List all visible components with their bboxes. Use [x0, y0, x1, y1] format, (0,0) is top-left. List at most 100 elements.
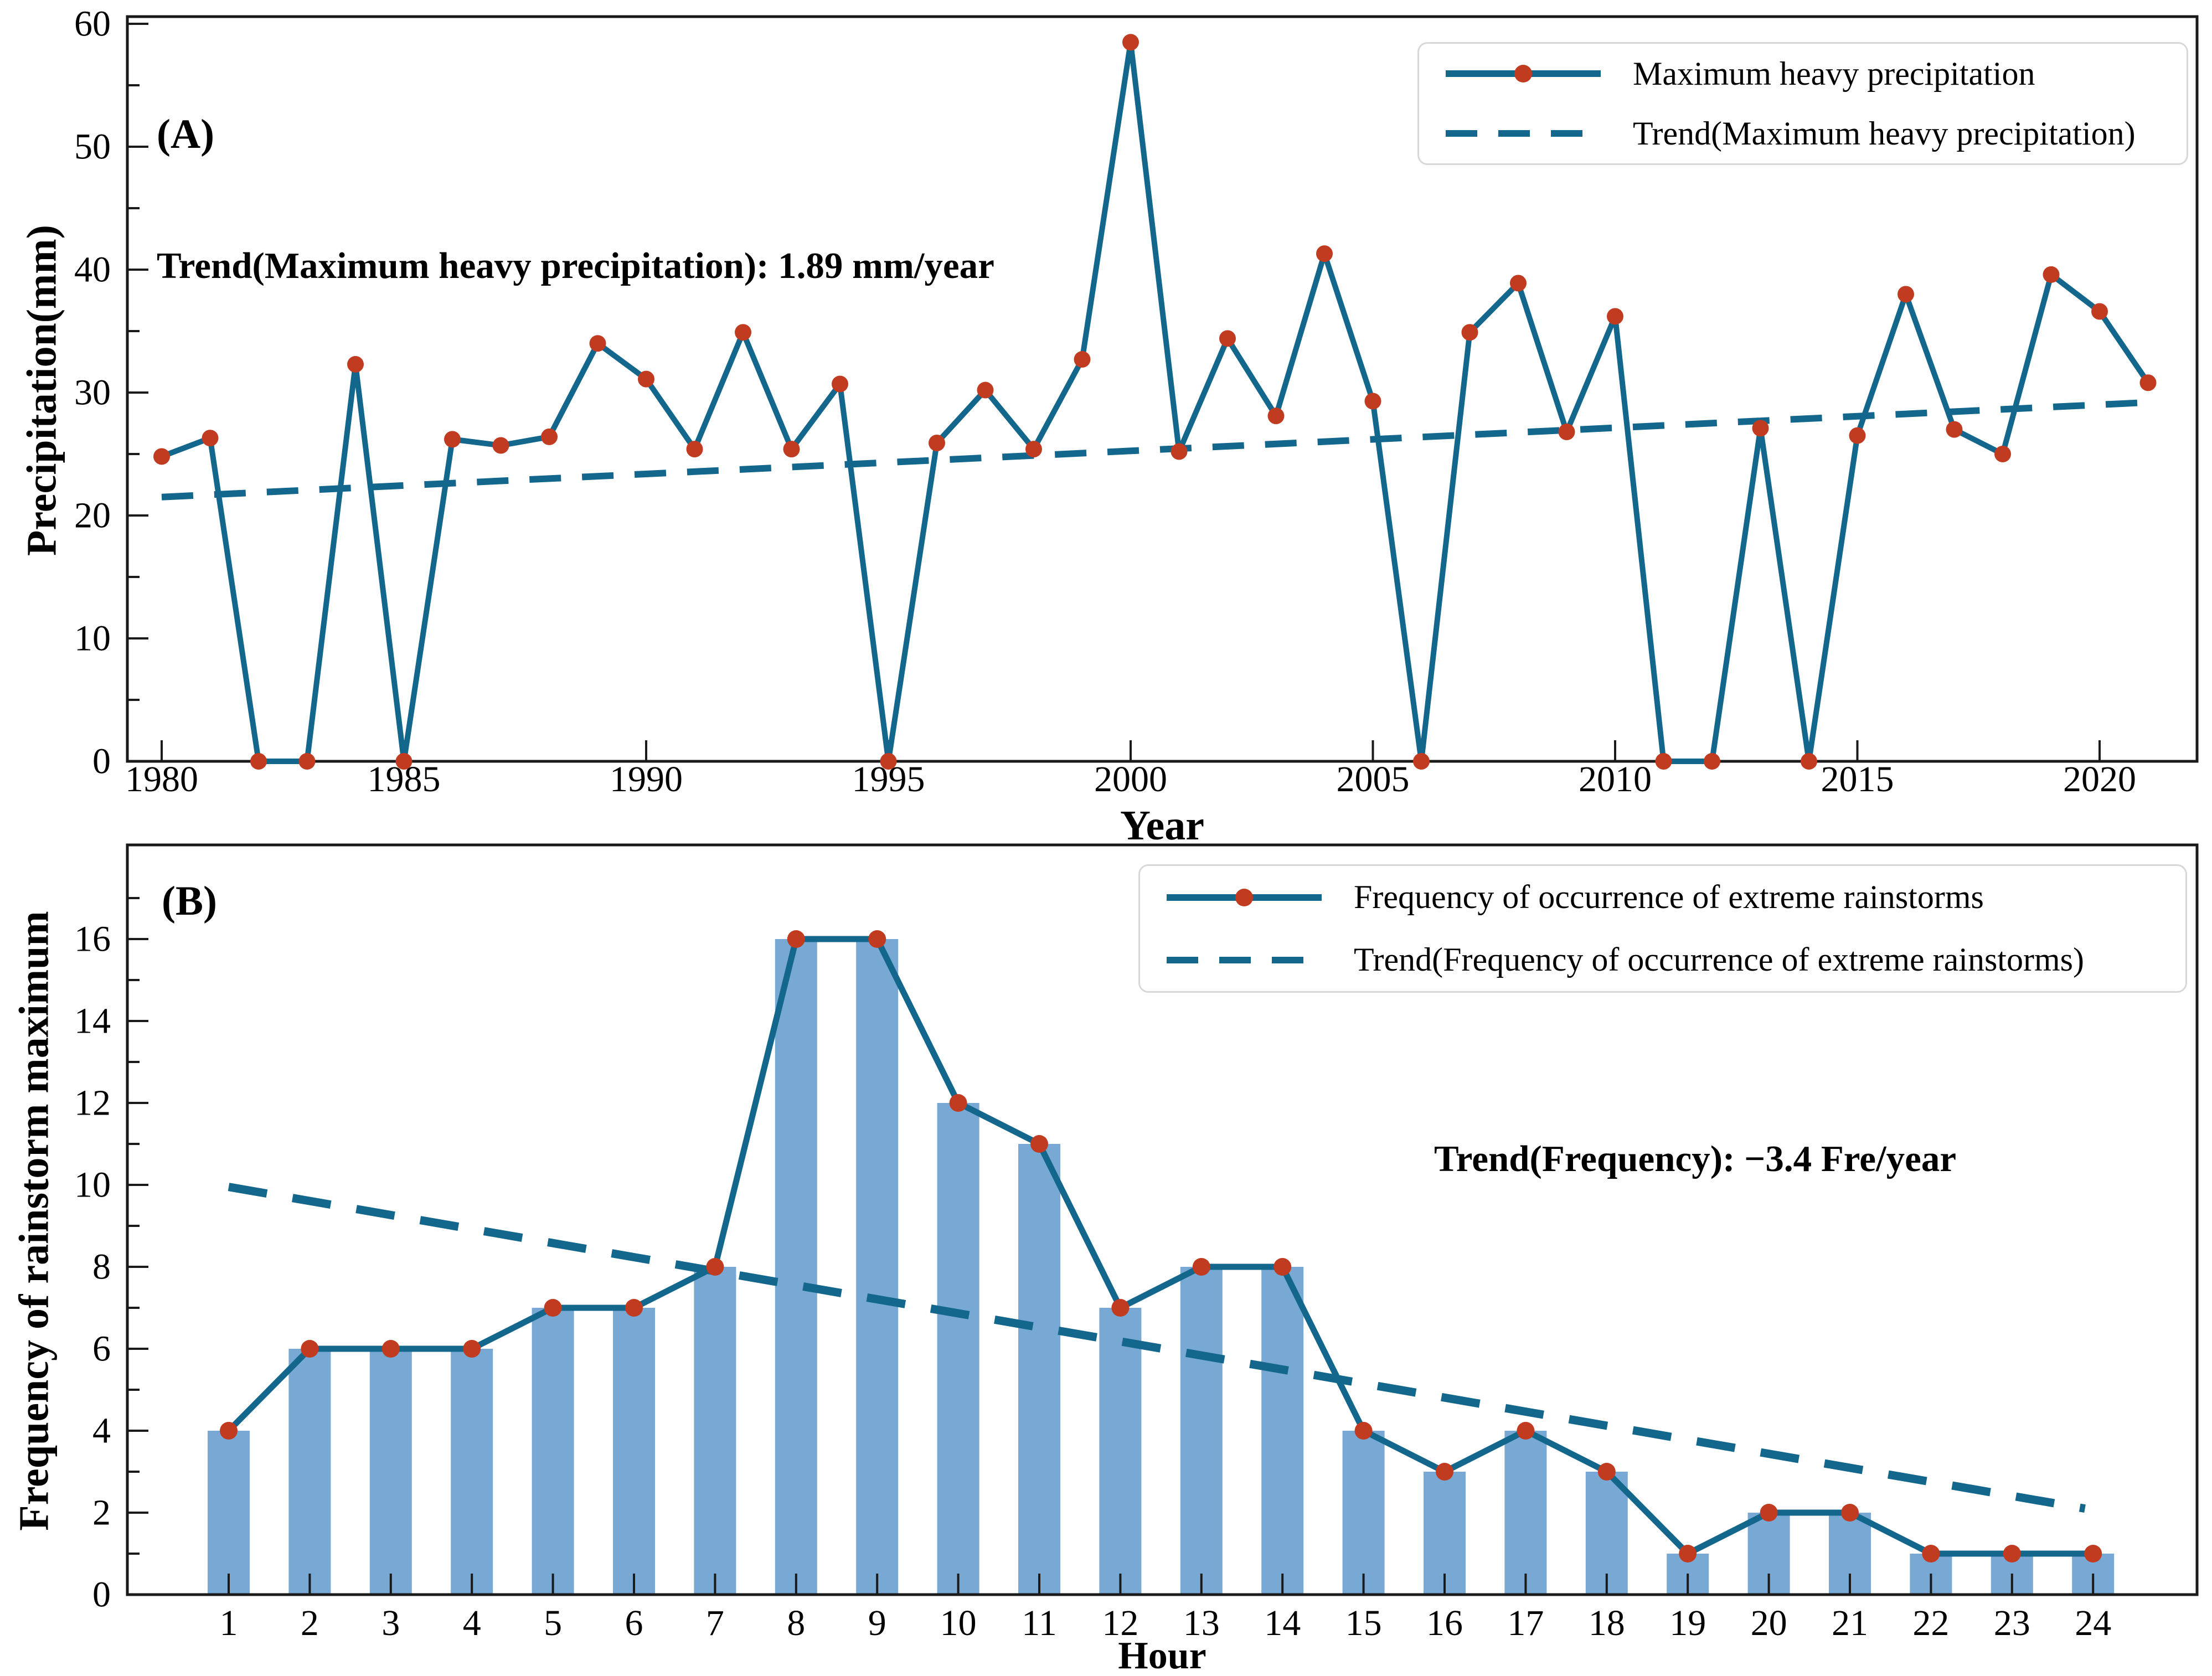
panel-a-data-marker: [250, 753, 267, 770]
panel-a-x-tick-label: 1980: [125, 759, 198, 800]
panel-b-data-line: [226, 936, 2094, 1557]
panel-b-bar: [1261, 1267, 1304, 1595]
panel-b-y-tick-label: 2: [92, 1493, 111, 1533]
panel-a-data-marker: [929, 435, 945, 452]
solid-line-with-marker-icon: [1446, 65, 1601, 82]
solid-line-with-marker-icon: [1167, 888, 1322, 906]
panel-b-x-tick-label: 21: [1832, 1603, 1868, 1643]
panel-a-data-marker: [202, 430, 219, 447]
panel-b-x-tick-label: 9: [868, 1603, 886, 1643]
panel-b-x-tick-label: 19: [1669, 1603, 1706, 1643]
panel-b-x-tick-label: 6: [625, 1603, 643, 1643]
panel-b-bar: [1342, 1431, 1385, 1595]
panel-a-data-marker: [1607, 308, 1623, 325]
panel-a-y-tick-label: 50: [74, 127, 111, 167]
panel-b-data-marker: [1354, 1422, 1373, 1440]
panel-b-data-marker: [381, 1340, 400, 1358]
panel-a-data-marker: [2043, 266, 2060, 283]
panel-b-x-tick-label: 8: [787, 1603, 805, 1643]
panel-b-x-tick-label: 24: [2075, 1603, 2111, 1643]
panel-b-y-tick-label: 4: [92, 1411, 111, 1451]
panel-b-y-tick-label: 8: [92, 1247, 111, 1287]
panel-a-data-marker: [298, 753, 316, 770]
dashed-line-icon: [1167, 956, 1322, 963]
panel-b-trend-annotation: Trend(Frequency): −3.4 Fre/year: [1434, 1138, 1957, 1179]
panel-b-x-tick-label: 23: [1994, 1603, 2030, 1643]
panel-a-x-tick-label: 2005: [1337, 759, 1410, 800]
panel-a-data-marker: [541, 428, 558, 445]
panel-a-x-tick-label: 2015: [1821, 759, 1894, 800]
panel-b-bar: [1180, 1267, 1223, 1595]
panel-a-data-marker: [2091, 303, 2108, 320]
panel-b-bar: [1099, 1308, 1142, 1595]
panel-b-legend-row-series: Frequency of occurrence of extreme rains…: [1167, 878, 2185, 916]
panel-a-data-marker: [1316, 245, 1333, 262]
dashed-line-icon: [1446, 130, 1601, 137]
panel-b-data-marker: [1436, 1463, 1453, 1481]
panel-a-trend-line: [161, 399, 2148, 501]
panel-a-data-marker: [1898, 286, 1914, 303]
panel-a-y-tick-label: 10: [74, 618, 111, 659]
panel-a-frame: [126, 15, 2199, 763]
panel-a-data-marker: [2139, 374, 2157, 391]
panel-a-x-tick-label: 1990: [610, 759, 683, 800]
panel-b-data-marker: [1679, 1545, 1697, 1562]
panel-b-y-tick-label: 16: [74, 919, 111, 960]
panel-a-y-tick-label: 60: [74, 4, 111, 44]
panel-b-x-tick-label: 1: [220, 1603, 238, 1643]
panel-a-data-marker: [1849, 427, 1866, 444]
panel-b-y-tick-label: 10: [74, 1165, 111, 1205]
panel-b-letter: (B): [162, 878, 217, 924]
panel-a-legend-series-label: Maximum heavy precipitation: [1633, 55, 2035, 92]
panel-b-data-marker: [949, 1094, 967, 1112]
panel-b-x-tick-label: 15: [1345, 1603, 1382, 1643]
panel-b-y-axis-label: Frequency of rainstorm maximum: [11, 911, 58, 1531]
panel-b-y-tick-label: 12: [74, 1083, 111, 1123]
panel-b-x-tick-label: 3: [381, 1603, 400, 1643]
panel-b-bar: [1504, 1431, 1547, 1595]
panel-b-legend: Frequency of occurrence of extreme rains…: [1138, 864, 2187, 993]
panel-a-y-tick-label: 30: [74, 373, 111, 413]
panel-a-data-marker: [444, 431, 461, 448]
panel-a-x-tick-label: 2020: [2063, 759, 2136, 800]
panel-a-data-marker: [347, 355, 364, 373]
panel-a-x-tick-label: 2000: [1094, 759, 1167, 800]
marker-dot-icon: [1235, 888, 1253, 906]
panel-b-x-tick-label: 12: [1102, 1603, 1138, 1643]
panel-b-data-marker: [1030, 1135, 1048, 1153]
panel-a-data-marker: [1461, 324, 1478, 341]
panel-b-data-marker: [2084, 1545, 2102, 1562]
panel-a-data-marker: [1267, 408, 1285, 425]
panel-a-legend-row-series: Maximum heavy precipitation: [1446, 55, 2187, 93]
panel-b-bar: [288, 1349, 331, 1595]
panel-b-data-marker: [868, 930, 886, 948]
panel-b-data-marker: [1111, 1299, 1130, 1317]
panel-b-data-marker: [706, 1258, 724, 1276]
panel-b-data-marker: [1192, 1258, 1210, 1276]
panel-b-x-tick-label: 22: [1912, 1603, 1949, 1643]
panel-a-y-axis-label: Precipitation(mm): [18, 225, 65, 556]
panel-a-data-marker: [1364, 393, 1381, 410]
panel-b-bar: [369, 1349, 412, 1595]
panel-a-data-marker: [1413, 753, 1430, 770]
panel-a-data-marker: [153, 448, 170, 465]
panel-b-y-tick-label: 6: [92, 1329, 111, 1369]
panel-a-legend: Maximum heavy precipitation Trend(Maximu…: [1417, 42, 2188, 165]
panel-a-data-marker: [735, 324, 751, 341]
panel-a-data-marker: [1946, 421, 1963, 438]
panel-a-data-marker: [1025, 441, 1042, 458]
panel-b-bar: [694, 1267, 736, 1595]
panel-b-data-marker: [1841, 1504, 1859, 1522]
panel-a-data-marker: [783, 441, 800, 458]
panel-a-data-marker: [686, 441, 703, 458]
panel-b-legend-row-trend: Trend(Frequency of occurrence of extreme…: [1167, 941, 2185, 979]
panel-b-bar: [1018, 1144, 1060, 1595]
panel-a-data-marker: [1704, 753, 1720, 770]
panel-a-data-marker: [492, 437, 509, 454]
panel-a-data-marker: [1510, 275, 1527, 292]
panel-a-y-tick-label: 0: [92, 741, 111, 782]
panel-a-data-marker: [1558, 424, 1575, 441]
panel-a-data-marker: [1801, 753, 1817, 770]
